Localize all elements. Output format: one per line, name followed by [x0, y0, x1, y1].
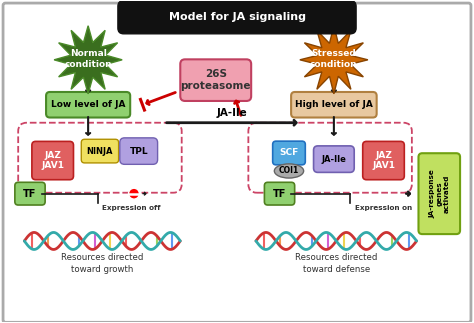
FancyBboxPatch shape [314, 146, 354, 172]
Text: Low level of JA: Low level of JA [51, 100, 126, 109]
FancyBboxPatch shape [3, 3, 471, 322]
Text: Resources directed
toward defense: Resources directed toward defense [295, 253, 377, 274]
FancyBboxPatch shape [118, 1, 356, 34]
Polygon shape [54, 26, 122, 94]
Text: Expression on: Expression on [355, 205, 412, 211]
FancyBboxPatch shape [15, 182, 45, 205]
Polygon shape [300, 26, 368, 94]
Text: JA-response
genes
activated: JA-response genes activated [429, 169, 449, 218]
Text: Resources directed
toward growth: Resources directed toward growth [61, 253, 144, 274]
FancyBboxPatch shape [81, 139, 118, 163]
Text: Expression off: Expression off [102, 205, 161, 211]
FancyBboxPatch shape [120, 138, 157, 164]
FancyBboxPatch shape [46, 92, 130, 118]
Text: SCF: SCF [279, 149, 299, 158]
FancyBboxPatch shape [273, 141, 305, 165]
Text: JAZ
JAV1: JAZ JAV1 [372, 151, 395, 170]
FancyBboxPatch shape [291, 92, 377, 118]
Text: JA-Ile: JA-Ile [321, 155, 346, 164]
Text: JAZ
JAV1: JAZ JAV1 [41, 151, 64, 170]
FancyBboxPatch shape [363, 141, 404, 180]
Text: Model for JA signaling: Model for JA signaling [168, 12, 306, 22]
FancyBboxPatch shape [180, 59, 251, 101]
Text: Stressed
condition: Stressed condition [310, 49, 358, 69]
Text: High level of JA: High level of JA [295, 100, 373, 109]
Text: COI1: COI1 [279, 166, 299, 175]
Circle shape [128, 188, 139, 199]
FancyBboxPatch shape [419, 153, 460, 234]
Text: TF: TF [273, 189, 286, 199]
Text: TPL: TPL [129, 147, 148, 156]
Text: TF: TF [23, 189, 36, 199]
Text: JA-Ile: JA-Ile [217, 108, 247, 118]
Text: Normal
condition: Normal condition [64, 49, 112, 69]
Text: NINJA: NINJA [87, 147, 113, 156]
FancyBboxPatch shape [264, 182, 295, 205]
FancyBboxPatch shape [32, 141, 73, 180]
Ellipse shape [274, 164, 304, 178]
Text: 26S
proteasome: 26S proteasome [181, 69, 251, 91]
